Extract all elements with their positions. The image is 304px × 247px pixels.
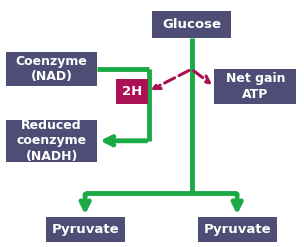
FancyBboxPatch shape [152, 11, 231, 38]
FancyBboxPatch shape [6, 120, 97, 162]
FancyBboxPatch shape [116, 79, 148, 104]
FancyBboxPatch shape [214, 69, 296, 104]
Text: Reduced
coenzyme
(NADH): Reduced coenzyme (NADH) [17, 119, 87, 163]
Text: 2H: 2H [122, 85, 142, 98]
Text: Coenzyme
(NAD): Coenzyme (NAD) [16, 55, 88, 83]
FancyBboxPatch shape [198, 217, 277, 242]
Text: Pyruvate: Pyruvate [203, 223, 271, 236]
Text: Pyruvate: Pyruvate [51, 223, 119, 236]
Text: Glucose: Glucose [162, 18, 221, 31]
FancyBboxPatch shape [6, 52, 97, 86]
FancyBboxPatch shape [46, 217, 125, 242]
Text: Net gain
ATP: Net gain ATP [226, 72, 285, 101]
